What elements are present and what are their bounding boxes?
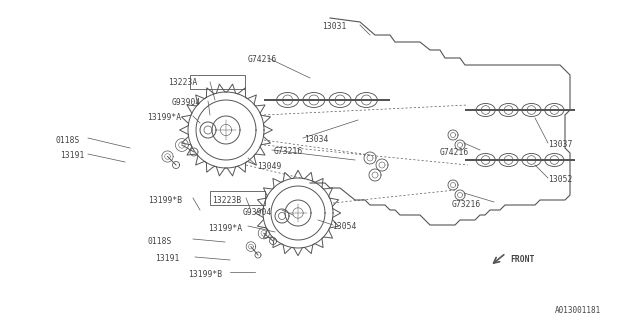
- Text: 13199*A: 13199*A: [147, 113, 181, 122]
- Text: 13037: 13037: [548, 140, 572, 149]
- Text: G74216: G74216: [248, 55, 277, 64]
- Text: 13223A: 13223A: [168, 78, 197, 87]
- Text: 13049: 13049: [257, 162, 282, 171]
- Text: 13223B: 13223B: [212, 196, 241, 205]
- Text: 13191: 13191: [60, 151, 84, 160]
- Text: 13199*B: 13199*B: [188, 270, 222, 279]
- Text: G74216: G74216: [440, 148, 469, 157]
- Text: 13031: 13031: [322, 22, 346, 31]
- Text: G93904: G93904: [243, 208, 272, 217]
- Text: G93904: G93904: [172, 98, 201, 107]
- Text: 13052: 13052: [548, 175, 572, 184]
- Bar: [190, 75, 245, 89]
- Text: 13199*A: 13199*A: [208, 224, 242, 233]
- Text: 0118S: 0118S: [55, 136, 79, 145]
- Text: G73216: G73216: [452, 200, 481, 209]
- Bar: [210, 191, 265, 205]
- Text: G73216: G73216: [274, 147, 303, 156]
- Text: 13199*B: 13199*B: [148, 196, 182, 205]
- Text: 0118S: 0118S: [148, 237, 172, 246]
- Text: 13034: 13034: [304, 135, 328, 144]
- Text: 13191: 13191: [155, 254, 179, 263]
- Text: 13054: 13054: [332, 222, 356, 231]
- Text: A013001181: A013001181: [555, 306, 601, 315]
- Text: FRONT: FRONT: [510, 255, 534, 264]
